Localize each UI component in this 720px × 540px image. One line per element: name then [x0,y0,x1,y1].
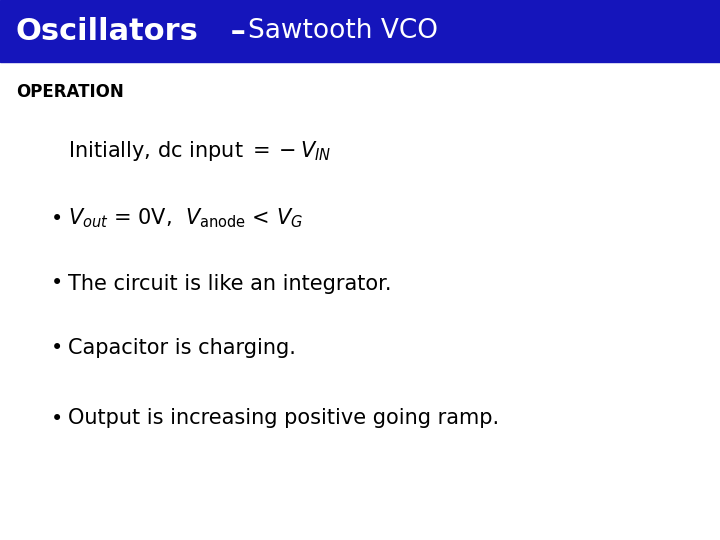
FancyBboxPatch shape [0,0,720,62]
Text: Capacitor is charging.: Capacitor is charging. [68,338,296,359]
Text: •: • [50,408,63,429]
Text: •: • [50,338,63,359]
Text: •: • [50,208,63,229]
Text: Sawtooth VCO: Sawtooth VCO [248,18,438,44]
Text: –: – [220,17,256,45]
Text: Initially, dc input $= -V_{IN}$: Initially, dc input $= -V_{IN}$ [68,139,332,163]
Text: OPERATION: OPERATION [16,83,124,101]
Text: The circuit is like an integrator.: The circuit is like an integrator. [68,273,392,294]
Text: Output is increasing positive going ramp.: Output is increasing positive going ramp… [68,408,500,429]
Text: Oscillators: Oscillators [16,17,199,45]
Text: $V_{out}$ = 0V,  $V_{\mathrm{anode}}$ < $V_G$: $V_{out}$ = 0V, $V_{\mathrm{anode}}$ < $… [68,207,303,231]
Text: •: • [50,273,63,294]
